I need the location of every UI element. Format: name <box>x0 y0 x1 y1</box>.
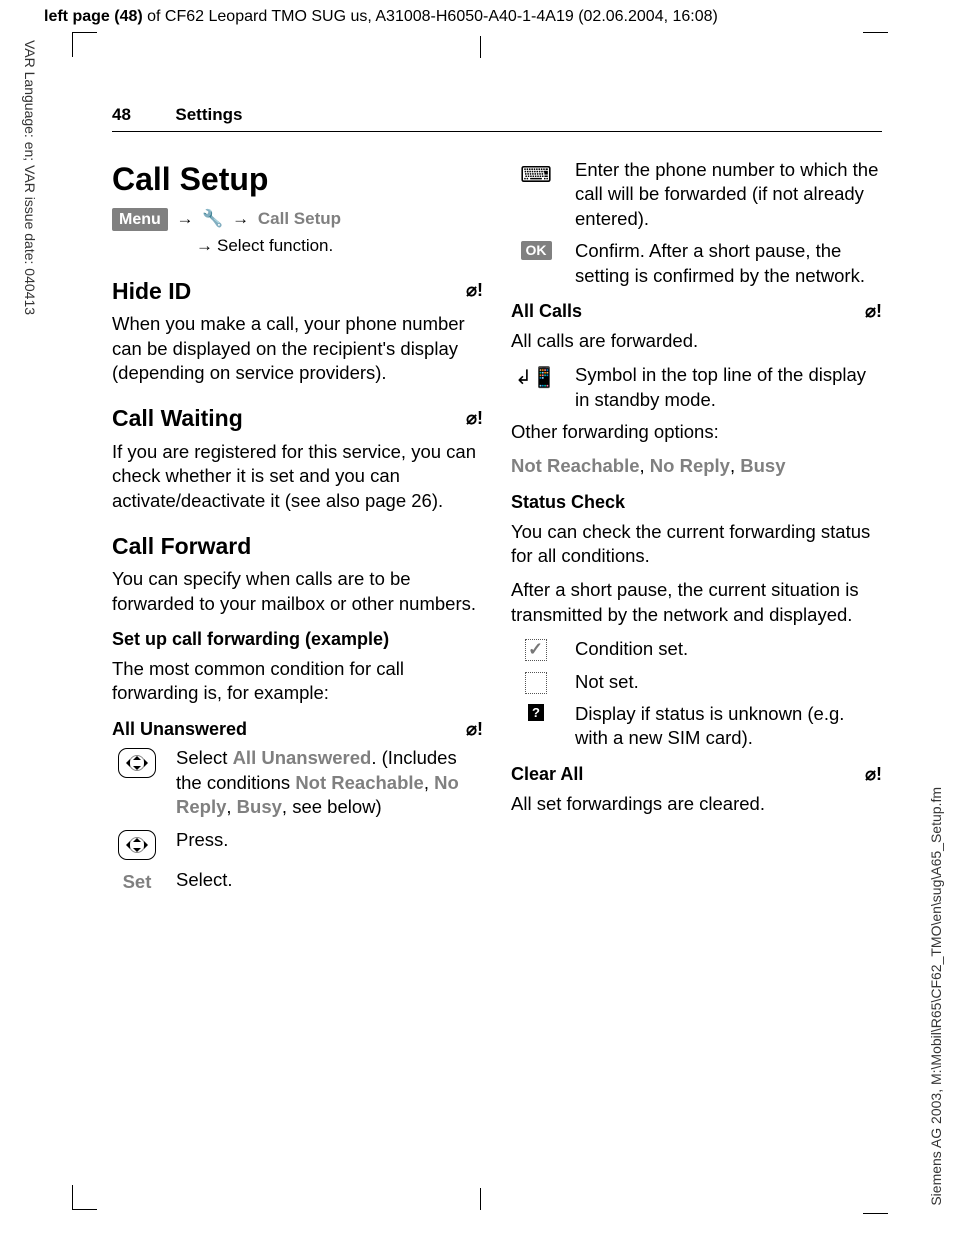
navkey-icon <box>112 746 162 778</box>
heading-all-unanswered: All Unanswered ⌀! <box>112 718 483 742</box>
page-content: 48 Settings Call Setup Menu → 🔧 → Call S… <box>112 105 882 902</box>
arrow-icon: → <box>232 209 249 228</box>
arrow-icon: → <box>196 236 213 255</box>
page-header: 48 Settings <box>112 105 882 132</box>
top-banner: left page (48) of CF62 Leopard TMO SUG u… <box>44 8 718 26</box>
clear-body: All set forwardings are cleared. <box>511 792 882 816</box>
sim-icon: ⌀! <box>466 718 483 742</box>
heading-status-check: Status Check <box>511 491 882 515</box>
menu-path: Menu → 🔧 → Call Setup <box>112 208 483 231</box>
columns: Call Setup Menu → 🔧 → Call Setup →Select… <box>112 158 882 902</box>
hide-id-body: When you make a call, your phone number … <box>112 312 483 385</box>
other-fwd-label: Other forwarding options: <box>511 420 882 444</box>
call-waiting-body: If you are registered for this service, … <box>112 440 483 513</box>
step-text: Select. <box>176 868 483 892</box>
right-margin-text: Siemens AG 2003, M:\Mobil\R65\CF62_TMO\e… <box>928 787 944 1206</box>
fwd-options: Not Reachable, No Reply, Busy <box>511 454 882 478</box>
crop-mark <box>480 1188 481 1210</box>
arrow-icon: → <box>177 209 194 228</box>
set-label: Set <box>112 868 162 894</box>
example-intro: The most common condition for call forwa… <box>112 657 483 706</box>
heading-clear-all: Clear All ⌀! <box>511 763 882 787</box>
menu-badge: Menu <box>112 208 168 231</box>
heading-example: Set up call forwarding (example) <box>112 628 483 652</box>
step-row: Set Select. <box>112 868 483 894</box>
left-column: Call Setup Menu → 🔧 → Call Setup →Select… <box>112 158 483 902</box>
page-number: 48 <box>112 105 131 124</box>
sim-icon: ⌀! <box>865 763 882 787</box>
question-icon: ? <box>511 702 561 721</box>
step-text: Select All Unanswered. (Includes the con… <box>176 746 483 819</box>
legend-row: Not set. <box>511 670 882 694</box>
cond-set-text: Condition set. <box>575 637 882 661</box>
keypad-icon: ⌨ <box>511 158 561 189</box>
crop-mark <box>72 1185 97 1210</box>
step-row: OK Confirm. After a short pause, the set… <box>511 239 882 288</box>
right-column: ⌨ Enter the phone number to which the ca… <box>511 158 882 902</box>
legend-row: ? Display if status is unknown (e.g. wit… <box>511 702 882 751</box>
step-text: Press. <box>176 828 483 852</box>
banner-rest: of CF62 Leopard TMO SUG us, A31008-H6050… <box>143 8 718 25</box>
heading-call-forward: Call Forward <box>112 531 483 561</box>
call-forward-intro: You can specify when calls are to be for… <box>112 567 483 616</box>
crop-mark <box>72 32 97 57</box>
checkbox-set-icon <box>511 637 561 661</box>
enter-number-text: Enter the phone number to which the call… <box>575 158 882 231</box>
page-title: Call Setup <box>112 158 483 200</box>
symbol-row: ↲📱 Symbol in the top line of the display… <box>511 363 882 412</box>
crop-mark <box>480 36 481 58</box>
navkey-icon <box>112 828 162 860</box>
left-margin-text: VAR Language: en; VAR issue date: 040413 <box>22 40 38 315</box>
not-set-text: Not set. <box>575 670 882 694</box>
all-calls-body: All calls are forwarded. <box>511 329 882 353</box>
heading-call-waiting: Call Waiting ⌀! <box>112 403 483 433</box>
sim-icon: ⌀! <box>865 300 882 324</box>
confirm-text: Confirm. After a short pause, the settin… <box>575 239 882 288</box>
step-row: ⌨ Enter the phone number to which the ca… <box>511 158 882 231</box>
status-p1: You can check the current forwarding sta… <box>511 520 882 569</box>
crop-mark <box>863 32 888 36</box>
nav-target: Call Setup <box>258 209 341 228</box>
sim-icon: ⌀! <box>466 279 483 303</box>
wrench-icon: 🔧 <box>202 209 223 228</box>
step-row: Press. <box>112 828 483 860</box>
unknown-text: Display if status is unknown (e.g. with … <box>575 702 882 751</box>
heading-hide-id: Hide ID ⌀! <box>112 276 483 306</box>
status-p2: After a short pause, the current situati… <box>511 578 882 627</box>
forward-phone-icon: ↲📱 <box>511 363 561 391</box>
checkbox-empty-icon <box>511 670 561 694</box>
symbol-text: Symbol in the top line of the display in… <box>575 363 882 412</box>
legend-row: Condition set. <box>511 637 882 661</box>
heading-all-calls: All Calls ⌀! <box>511 300 882 324</box>
sim-icon: ⌀! <box>466 407 483 431</box>
ok-badge: OK <box>511 239 561 259</box>
step-row: Select All Unanswered. (Includes the con… <box>112 746 483 819</box>
nav-sub: →Select function. <box>192 235 483 257</box>
section-title: Settings <box>175 105 242 124</box>
banner-bold: left page (48) <box>44 8 143 25</box>
crop-mark <box>863 1210 888 1214</box>
